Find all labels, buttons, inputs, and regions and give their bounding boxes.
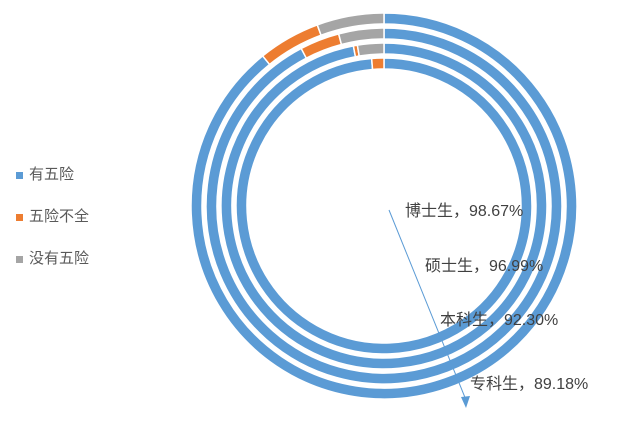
legend-label-none: 没有五险 (29, 250, 90, 267)
legend-item-partial: 五险不全 (16, 206, 89, 228)
doughnut-rings (190, 12, 578, 400)
ring-segment-3-partial (370, 57, 385, 71)
data-label-ring-1: 本科生，92.30% (440, 311, 558, 329)
ring-segment-1-none (337, 27, 385, 46)
chart-legend: 有五险 五险不全 没有五险 (16, 164, 89, 290)
data-label-ring-2: 硕士生，96.99% (425, 257, 543, 275)
legend-label-insured: 有五险 (29, 166, 75, 183)
legend-label-partial: 五险不全 (29, 208, 90, 225)
legend-swatch-partial (16, 213, 23, 221)
data-labels: 专科生，89.18% 本科生，92.30% 硕士生，96.99% 博士生，98.67% (388, 202, 588, 408)
leader-line (388, 209, 467, 401)
legend-item-none: 没有五险 (16, 248, 89, 270)
ring-segment-2-none (356, 42, 385, 57)
data-label-ring-3: 博士生，98.67% (405, 202, 523, 220)
leader-arrowhead (461, 396, 470, 408)
data-label-ring-0: 专科生，89.18% (470, 375, 588, 393)
legend-item-insured: 有五险 (16, 164, 89, 186)
legend-swatch-none (16, 255, 23, 263)
legend-swatch-insured (16, 171, 23, 179)
ring-segment-0-none (316, 12, 385, 37)
